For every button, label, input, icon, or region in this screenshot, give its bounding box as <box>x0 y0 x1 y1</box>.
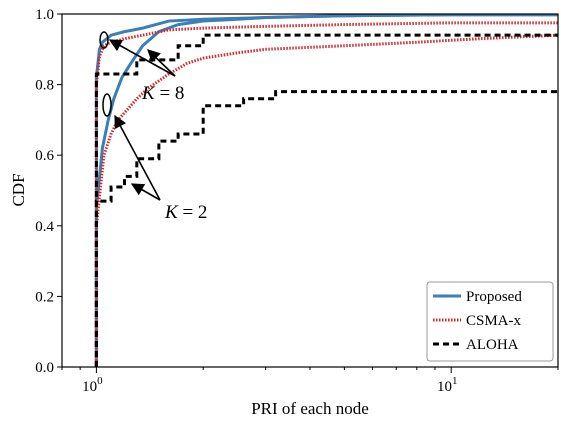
k8-arrow-lower <box>147 49 176 77</box>
series-csma-x-k2 <box>94 33 558 367</box>
series-csma-x-k8 <box>94 21 558 367</box>
series-aloha-k2 <box>94 90 558 367</box>
k2-arrow-lower <box>130 183 161 201</box>
x-tick-label: 101 <box>437 375 458 395</box>
y-tick-label: 1.0 <box>35 7 54 23</box>
ticks-layer: 0.0 0.2 0.4 0.6 0.8 1.0 100 101 <box>35 7 559 395</box>
k8-ellipse <box>99 31 109 49</box>
series-aloha-k8 <box>94 33 558 367</box>
plot-frame <box>61 13 559 368</box>
legend-label-proposed: Proposed <box>466 289 522 305</box>
x-axis-label: PRI of each node <box>251 399 369 418</box>
y-tick-label: 0.6 <box>35 148 54 164</box>
y-tick-label: 0.8 <box>35 78 54 94</box>
x-tick-label: 100 <box>82 375 103 395</box>
k2-label: K = 2 <box>164 202 207 223</box>
legend-entry-proposed: Proposed <box>433 289 522 305</box>
annotation-k2: K = 2 <box>102 93 207 223</box>
legend-label-csma: CSMA-x <box>466 313 522 329</box>
legend-entry-aloha: ALOHA <box>433 337 519 353</box>
k8-label: K = 8 <box>141 83 184 104</box>
annotation-k8: K = 8 <box>99 31 184 104</box>
series-proposed-k2 <box>94 14 558 367</box>
k2-ellipse <box>102 93 112 117</box>
legend-box <box>426 281 554 362</box>
series-layer <box>94 14 558 367</box>
legend: Proposed CSMA-x ALOHA <box>426 281 554 362</box>
y-tick-label: 0.0 <box>35 360 54 376</box>
y-tick-label: 0.4 <box>35 219 54 235</box>
y-tick-label: 0.2 <box>35 289 54 305</box>
legend-entry-csma: CSMA-x <box>433 313 522 329</box>
k2-arrow-upper <box>114 114 161 201</box>
y-axis-label: CDF <box>9 173 28 206</box>
legend-label-aloha: ALOHA <box>466 337 519 353</box>
k8-arrow-upper <box>108 39 176 77</box>
